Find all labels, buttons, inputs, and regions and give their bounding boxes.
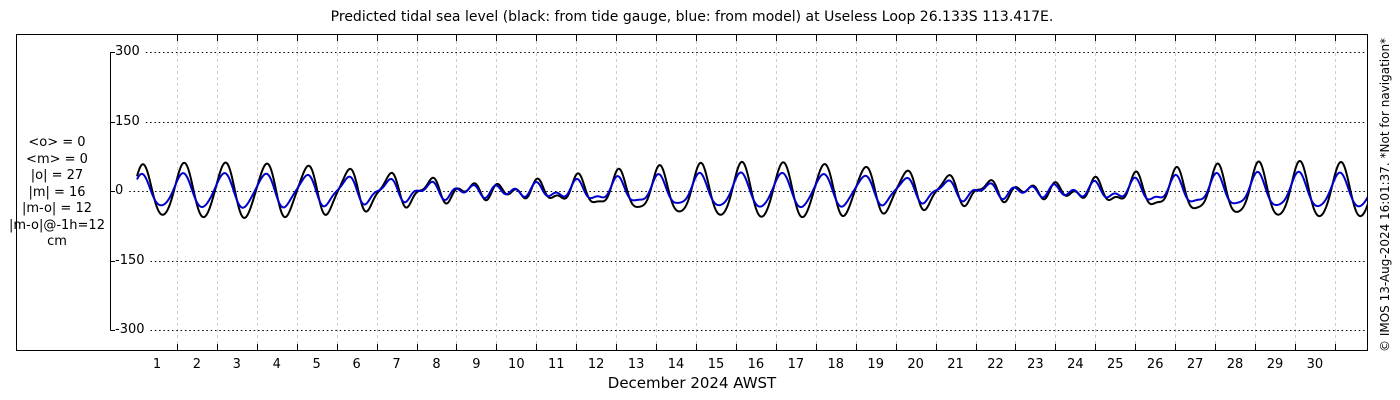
stats-line: |m-o|@-1h=12 [9,217,105,233]
y-tick-label: 0 [115,183,124,198]
x-day-label: 18 [827,357,845,372]
x-day-label: 14 [667,357,685,372]
x-day-label: 27 [1186,357,1204,372]
x-day-label: 12 [587,357,605,372]
x-day-label: 24 [1067,357,1084,372]
x-day-label: 22 [987,357,1004,372]
x-day-label: 17 [787,357,805,372]
x-day-label: 20 [907,357,924,372]
x-day-label: 21 [947,357,964,372]
x-day-label: 8 [432,357,441,372]
x-day-label: 29 [1266,357,1284,372]
x-day-label: 25 [1107,357,1124,372]
y-tick-label: 300 [115,44,140,59]
x-day-label: 5 [312,357,321,372]
x-day-label: 9 [472,357,481,372]
x-day-label: 13 [627,357,645,372]
stats-line: |m-o| = 12 [21,201,92,216]
stats-block: <o> = 0 <m> = 0 |o| = 27 |m| = 16 |m-o| = 12… [4,135,110,251]
x-day-label: 19 [867,357,884,372]
x-day-label: 10 [508,357,525,372]
y-tick-label: -300 [115,322,145,337]
x-day-label: 3 [232,357,241,372]
x-day-label: 6 [352,357,361,372]
x-day-label: 23 [1027,357,1044,372]
x-day-label: 11 [547,357,565,372]
stats-line: <m> = 0 [26,151,88,167]
x-day-label: 30 [1306,357,1324,372]
x-day-label: 7 [392,357,401,372]
copyright-watermark: © IMOS 13-Aug-2024 16:01:37. *Not for na… [1378,37,1392,352]
y-tick-label: -150 [115,252,145,268]
stats-line: cm [47,234,67,249]
x-day-label: 16 [747,357,765,372]
y-tick-label: 150 [115,113,140,129]
stats-line: <o> = 0 [28,135,86,150]
x-day-label: 28 [1226,357,1244,372]
stats-line: |m| = 16 [28,184,86,200]
x-day-label: 4 [272,357,281,372]
x-day-label: 26 [1146,357,1164,372]
x-day-label: 1 [152,357,162,372]
x-day-label: 15 [707,357,725,372]
x-axis-title: December 2024 AWST [607,374,777,392]
x-day-label: 2 [192,357,202,372]
stats-line: |o| = 27 [30,168,84,183]
